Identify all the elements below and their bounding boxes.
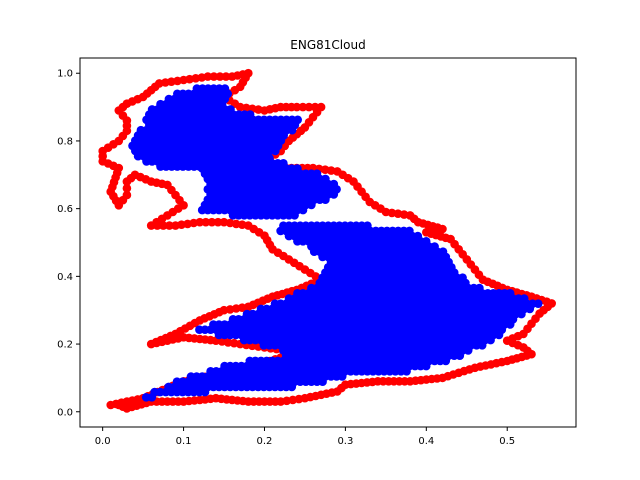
y-tick-label: 0.4 xyxy=(57,272,73,283)
interior-point xyxy=(271,146,280,156)
interior-point xyxy=(298,205,308,215)
y-tick-label: 0.0 xyxy=(57,407,73,418)
boundary-point xyxy=(298,102,308,112)
y-axis: 0.0 0.2 0.4 0.6 0.8 1.0 xyxy=(57,69,80,418)
boundary-point xyxy=(219,217,229,227)
boundary-point xyxy=(159,221,168,230)
boundary-point xyxy=(304,102,314,112)
boundary-point xyxy=(171,221,180,230)
interior-point xyxy=(525,304,535,314)
plot-frame xyxy=(79,57,577,428)
interior-point xyxy=(200,387,210,397)
interior-point xyxy=(494,330,504,340)
interior-point xyxy=(337,372,347,381)
boundary-point xyxy=(221,72,231,81)
interior-point xyxy=(455,351,465,361)
interior-point xyxy=(505,320,515,329)
boundary-point xyxy=(292,102,302,112)
y-tick-label: 0.6 xyxy=(57,204,73,215)
interior-point xyxy=(290,211,299,220)
boundary-point xyxy=(165,221,174,230)
interior-point xyxy=(477,341,487,350)
interior-point xyxy=(147,393,157,402)
interior-point xyxy=(421,361,431,371)
interior-point xyxy=(486,335,495,345)
x-tick-label: 0.0 xyxy=(95,436,111,447)
boundary-point xyxy=(215,72,225,81)
x-tick-label: 0.5 xyxy=(499,436,515,447)
x-tick-label: 0.1 xyxy=(176,436,192,447)
boundary-point xyxy=(213,217,223,227)
y-tick-label: 0.8 xyxy=(57,136,73,147)
interior-point xyxy=(318,377,327,387)
interior-point xyxy=(463,346,473,355)
x-tick-label: 0.3 xyxy=(337,436,353,447)
interior-point xyxy=(533,299,543,309)
boundary-point xyxy=(98,151,107,161)
y-tick-label: 0.2 xyxy=(57,340,73,351)
interior-point xyxy=(441,356,451,366)
boundary-point xyxy=(201,217,211,227)
boundary-point xyxy=(203,72,213,81)
interior-point xyxy=(329,190,339,199)
interior-point xyxy=(307,200,316,210)
x-tick-label: 0.2 xyxy=(257,436,273,447)
data-points xyxy=(98,68,556,413)
interior-point xyxy=(517,309,526,319)
interior-point xyxy=(287,382,297,392)
boundary-point xyxy=(122,184,132,193)
boundary-point xyxy=(207,217,217,227)
interior-point xyxy=(287,125,297,135)
x-tick-label: 0.4 xyxy=(418,436,434,447)
interior-point xyxy=(402,367,411,376)
chart-title: ENG81Cloud xyxy=(290,38,365,52)
y-tick-label: 1.0 xyxy=(57,69,73,80)
x-axis: 0.0 0.1 0.2 0.3 0.4 0.5 xyxy=(95,427,515,447)
interior-point xyxy=(321,195,330,204)
boundary-point xyxy=(122,177,132,186)
boundary-point xyxy=(209,72,219,81)
